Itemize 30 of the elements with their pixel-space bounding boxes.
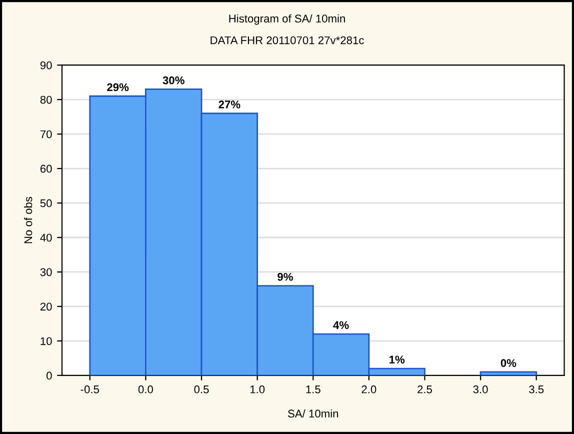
x-tick-label: 0.0 [138, 385, 153, 394]
annotation: 29% [107, 83, 129, 92]
y-tick-label: 60 [40, 164, 52, 173]
y-tick-label: 10 [40, 337, 52, 346]
chart-subtitle: DATA FHR 20110701 27v*281c [210, 36, 364, 44]
x-tick-label: 2.5 [418, 385, 432, 394]
x-tick-label: 1.0 [250, 385, 265, 394]
x-tick-label: 1.5 [306, 386, 320, 394]
x-tick-label: 3.5 [529, 385, 544, 394]
y-tick-label: 50 [40, 199, 52, 208]
y-tick-label: 20 [40, 302, 52, 311]
x-tick-label: -0.5 [80, 385, 100, 394]
annotation: 27% [218, 100, 240, 108]
x-tick-label: 0.5 [194, 385, 209, 394]
annotation: 1% [389, 356, 405, 364]
y-tick-label: 70 [40, 130, 52, 138]
annotation: 30% [162, 76, 184, 84]
y-tick-label: 40 [40, 234, 52, 242]
y-tick-label: 80 [40, 96, 52, 104]
annotation: 9% [278, 272, 293, 281]
y-tick-label: 30 [40, 268, 52, 276]
x-axis-title: SA/ 10min [288, 409, 338, 418]
annotation: 4% [333, 321, 349, 330]
x-tick-label: 3.0 [473, 385, 488, 394]
y-tick-label: 90 [40, 61, 52, 70]
annotation: 0% [500, 359, 516, 367]
y-axis-title: No of obs [24, 196, 32, 244]
chart-title: Histogram of SA/ 10min [229, 14, 345, 25]
y-tick-label: 0 [46, 372, 52, 380]
x-tick-label: 2.0 [362, 385, 376, 394]
